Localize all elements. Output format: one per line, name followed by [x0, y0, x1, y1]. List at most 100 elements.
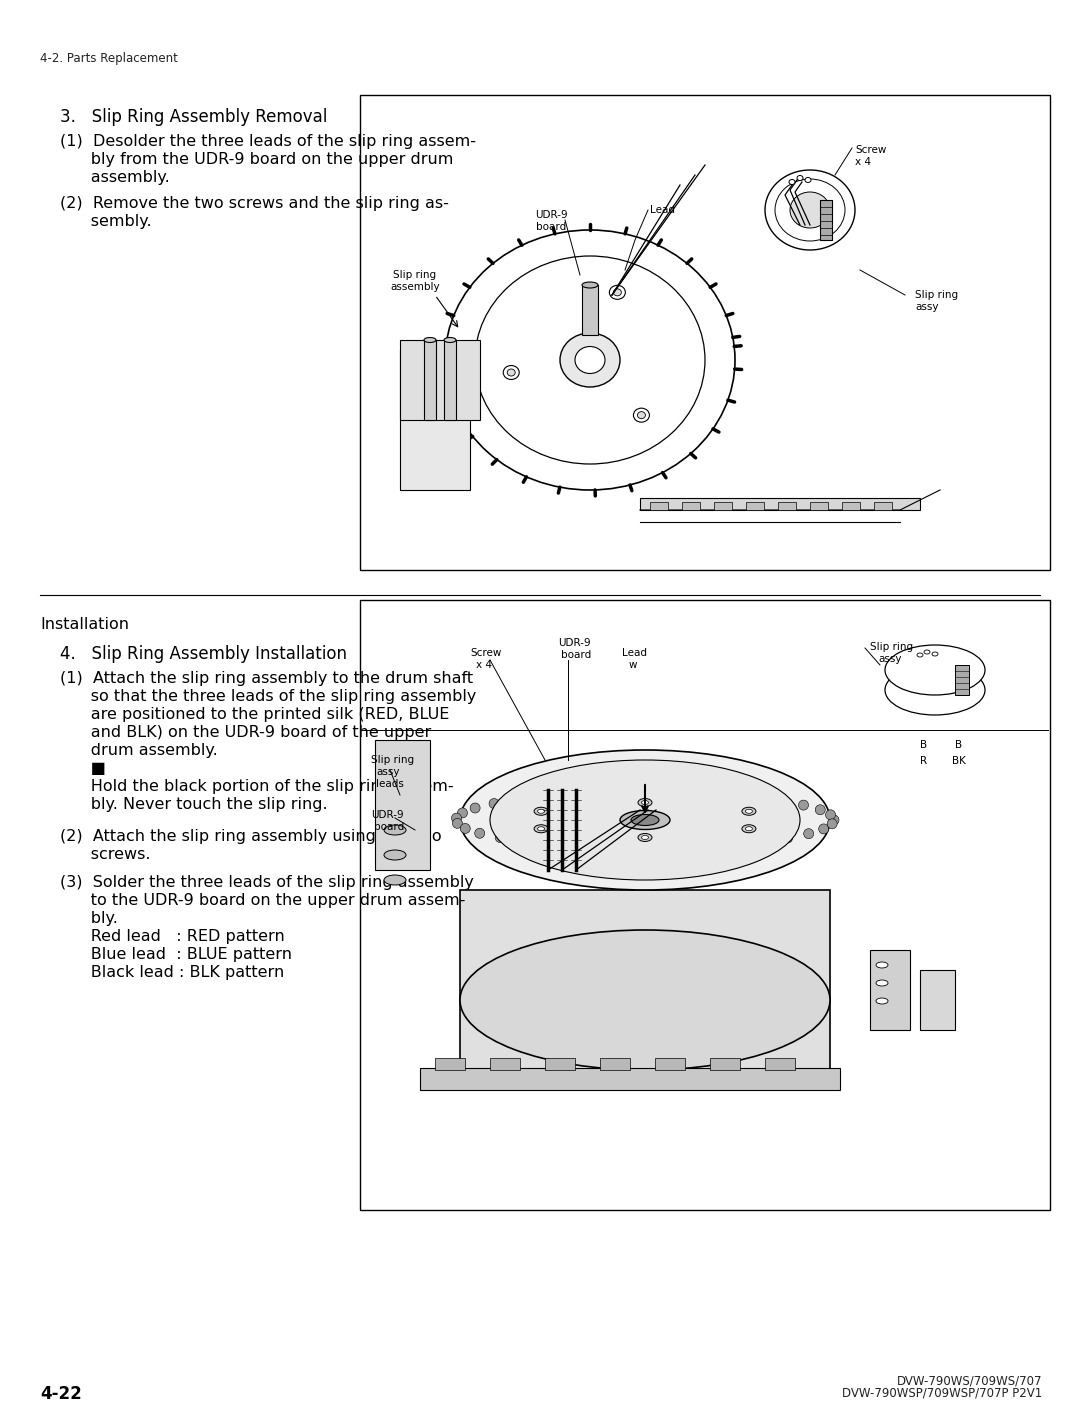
- Circle shape: [576, 790, 585, 799]
- Polygon shape: [460, 889, 831, 1071]
- Text: 4-2. Parts Replacement: 4-2. Parts Replacement: [40, 52, 178, 65]
- Bar: [545, 1058, 575, 1071]
- Circle shape: [825, 809, 836, 819]
- Circle shape: [542, 791, 553, 801]
- Bar: [870, 950, 910, 1030]
- Text: are positioned to the printed silk (RED, BLUE: are positioned to the printed silk (RED,…: [60, 707, 449, 722]
- Ellipse shape: [932, 652, 939, 656]
- Text: drum assembly.: drum assembly.: [60, 743, 218, 759]
- Ellipse shape: [538, 809, 544, 813]
- Text: x 4: x 4: [476, 660, 492, 670]
- Ellipse shape: [508, 370, 515, 377]
- Text: board: board: [374, 822, 404, 832]
- Text: (1)  Desolder the three leads of the slip ring assem-: (1) Desolder the three leads of the slip…: [60, 133, 476, 149]
- Bar: [582, 285, 598, 334]
- Circle shape: [647, 788, 657, 798]
- Text: 4-22: 4-22: [40, 1385, 82, 1404]
- Ellipse shape: [424, 337, 436, 343]
- Text: BK: BK: [951, 756, 966, 766]
- Bar: [640, 497, 920, 510]
- Circle shape: [610, 788, 620, 798]
- Ellipse shape: [765, 170, 855, 250]
- Text: assy: assy: [878, 653, 902, 665]
- Text: w: w: [629, 660, 637, 670]
- Text: Installation: Installation: [40, 617, 129, 632]
- Text: Screw: Screw: [470, 648, 501, 658]
- Circle shape: [460, 823, 470, 833]
- Ellipse shape: [445, 230, 735, 490]
- Ellipse shape: [742, 808, 756, 815]
- Bar: [778, 502, 796, 510]
- Bar: [765, 1058, 795, 1071]
- Text: DVW-790WS/709WS/707: DVW-790WS/709WS/707: [896, 1374, 1042, 1387]
- Bar: [842, 502, 860, 510]
- Ellipse shape: [745, 809, 753, 813]
- Ellipse shape: [613, 289, 621, 296]
- Ellipse shape: [789, 180, 795, 184]
- Circle shape: [829, 815, 839, 825]
- Ellipse shape: [384, 875, 406, 885]
- Ellipse shape: [924, 651, 930, 653]
- Text: assy: assy: [376, 767, 400, 777]
- Text: Slip ring: Slip ring: [870, 642, 913, 652]
- Ellipse shape: [535, 808, 548, 815]
- Bar: [920, 969, 955, 1030]
- Bar: [375, 740, 430, 870]
- Circle shape: [804, 829, 813, 839]
- Text: (3)  Solder the three leads of the slip ring assembly: (3) Solder the three leads of the slip r…: [60, 875, 474, 889]
- Ellipse shape: [384, 850, 406, 860]
- Circle shape: [692, 842, 702, 851]
- Ellipse shape: [876, 962, 888, 968]
- Circle shape: [453, 818, 462, 829]
- Bar: [810, 502, 828, 510]
- Bar: [360, 96, 1050, 570]
- Text: 3.   Slip Ring Assembly Removal: 3. Slip Ring Assembly Removal: [60, 108, 327, 126]
- Text: Lead: Lead: [650, 205, 675, 215]
- Ellipse shape: [638, 833, 652, 842]
- Circle shape: [657, 842, 666, 853]
- Ellipse shape: [742, 825, 756, 833]
- Text: 4.   Slip Ring Assembly Installation: 4. Slip Ring Assembly Installation: [60, 645, 347, 663]
- Bar: [654, 1058, 685, 1071]
- Text: R: R: [920, 756, 927, 766]
- Bar: [600, 1058, 630, 1071]
- Circle shape: [748, 792, 758, 802]
- Ellipse shape: [775, 178, 845, 242]
- Bar: [650, 502, 669, 510]
- Text: Black lead : BLK pattern: Black lead : BLK pattern: [60, 965, 284, 981]
- Ellipse shape: [745, 826, 753, 830]
- Circle shape: [496, 833, 505, 843]
- Circle shape: [775, 797, 786, 806]
- Ellipse shape: [384, 825, 406, 835]
- Circle shape: [521, 836, 531, 846]
- Circle shape: [470, 804, 481, 813]
- Bar: [424, 340, 436, 420]
- Circle shape: [458, 808, 468, 818]
- Ellipse shape: [538, 826, 544, 830]
- Text: (1)  Attach the slip ring assembly to the drum shaft: (1) Attach the slip ring assembly to the…: [60, 672, 473, 686]
- Ellipse shape: [917, 653, 923, 658]
- Ellipse shape: [885, 665, 985, 715]
- Ellipse shape: [460, 750, 831, 889]
- Text: bly. Never touch the slip ring.: bly. Never touch the slip ring.: [60, 797, 327, 812]
- Ellipse shape: [460, 930, 831, 1071]
- Text: Slip ring
assembly: Slip ring assembly: [390, 270, 440, 292]
- Bar: [681, 502, 700, 510]
- Ellipse shape: [876, 981, 888, 986]
- Ellipse shape: [876, 998, 888, 1005]
- Circle shape: [756, 836, 767, 847]
- Ellipse shape: [575, 347, 605, 374]
- Bar: [444, 340, 456, 420]
- Circle shape: [683, 788, 692, 798]
- Ellipse shape: [789, 192, 831, 228]
- Ellipse shape: [634, 409, 649, 422]
- Bar: [710, 1058, 740, 1071]
- Ellipse shape: [620, 811, 670, 829]
- Circle shape: [513, 795, 524, 805]
- Text: Red lead   : RED pattern: Red lead : RED pattern: [60, 929, 285, 944]
- Text: UDR-9
board: UDR-9 board: [535, 209, 568, 232]
- Text: leads: leads: [376, 778, 404, 790]
- Text: board: board: [561, 651, 591, 660]
- Text: B: B: [955, 740, 962, 750]
- Text: Blue lead  : BLUE pattern: Blue lead : BLUE pattern: [60, 947, 292, 962]
